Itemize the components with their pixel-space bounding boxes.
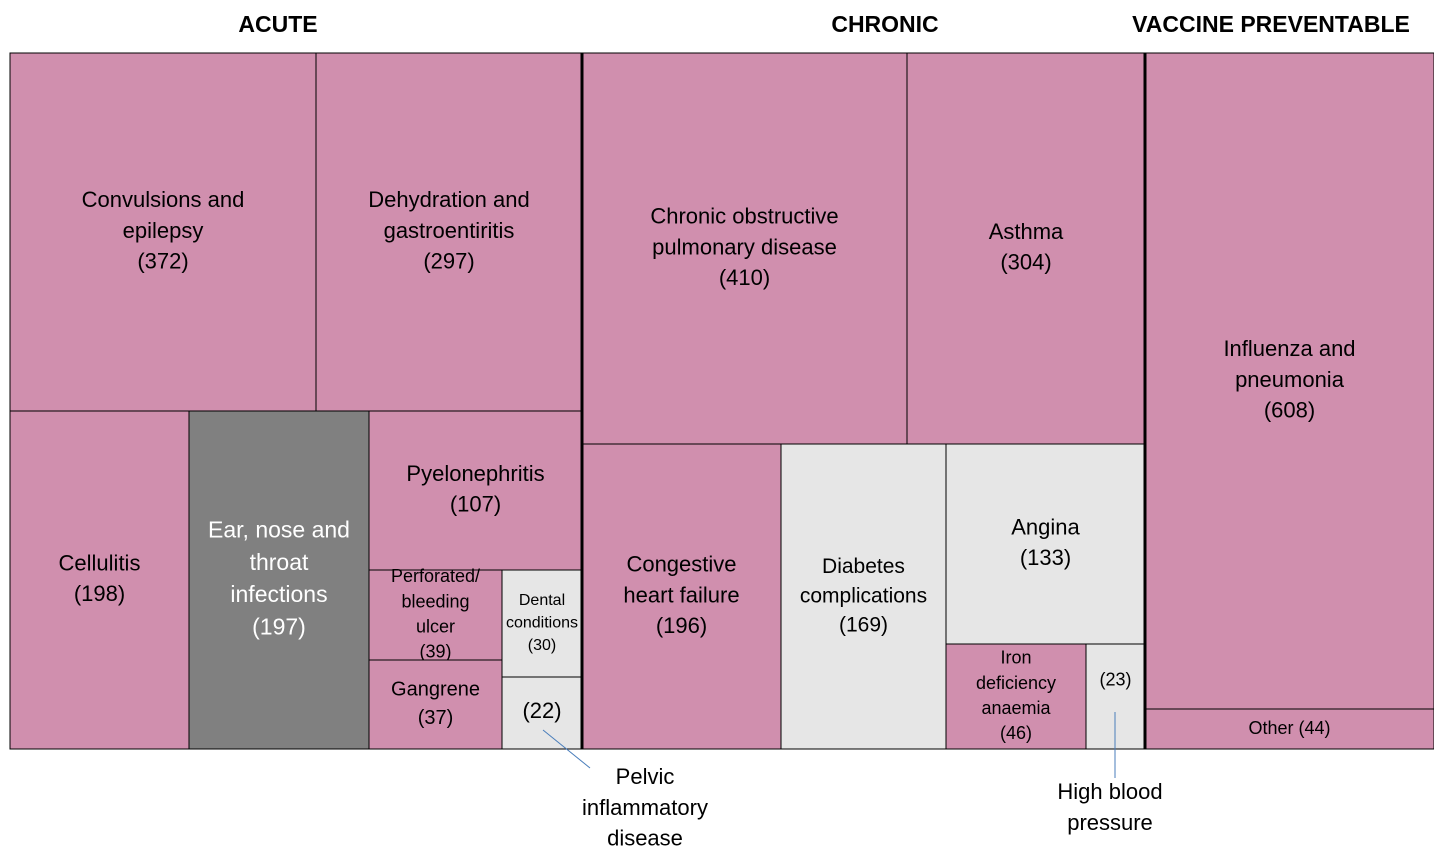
group-title: VACCINE PREVENTABLE <box>1132 11 1410 37</box>
tile-name: Cellulitis <box>59 550 141 575</box>
treemap-tile <box>581 52 908 445</box>
treemap-tile <box>945 643 1087 750</box>
group-title: CHRONIC <box>831 11 938 37</box>
callout-label: High blood pressure <box>1057 779 1162 835</box>
tile-name: Iron deficiency anaemia <box>976 647 1056 717</box>
group-title: ACUTE <box>238 11 317 37</box>
tile-value: (133) <box>1020 545 1071 570</box>
treemap-tile <box>1144 52 1434 710</box>
tile-name: Angina <box>1011 514 1080 539</box>
treemap-tile <box>501 676 583 750</box>
treemap-tile <box>188 410 370 750</box>
tile-value: (197) <box>252 613 306 639</box>
tile-label: Other (44) <box>1248 718 1330 738</box>
tile-name: Diabetes complications <box>800 555 927 607</box>
tile-value: (608) <box>1264 398 1315 423</box>
treemap-tile <box>581 443 782 750</box>
treemap-tile <box>501 569 583 678</box>
callout-label: Pelvic inflammatory disease <box>582 764 708 847</box>
tile-name: Gangrene <box>391 679 480 701</box>
treemap-tile <box>1144 708 1434 750</box>
tile-value: (39) <box>419 642 451 662</box>
tile-value: (297) <box>423 249 474 274</box>
tile-value: (107) <box>450 492 501 517</box>
treemap-tile <box>906 52 1146 445</box>
tile-value: (304) <box>1000 250 1051 275</box>
tile-name: Perforated/bleeding ulcer <box>391 566 480 636</box>
tile-name: Dental conditions <box>506 592 578 631</box>
treemap-tile <box>368 569 503 661</box>
treemap-tile <box>9 52 317 412</box>
tile-value: (30) <box>528 637 556 654</box>
tile-name: Asthma <box>989 219 1064 244</box>
tile-name: Convulsions and epilepsy <box>82 187 245 243</box>
treemap-tile <box>368 410 583 571</box>
tile-value: (169) <box>839 613 888 636</box>
treemap-tile <box>945 443 1146 645</box>
callout-line <box>542 729 591 769</box>
tile-name: Chronic obstructive pulmonary disease <box>650 204 838 260</box>
tile-value: (196) <box>656 613 707 638</box>
treemap-tile <box>9 410 190 750</box>
tile-value: (46) <box>1000 723 1032 743</box>
tile-name: Pyelonephritis <box>406 461 544 486</box>
tile-value: (44) <box>1299 718 1331 738</box>
tile-name: Dehydration and gastroentiritis <box>368 187 529 243</box>
treemap-tile <box>780 443 947 750</box>
tile-name: Congestive heart failure <box>623 552 739 608</box>
tile-name: Ear, nose and throat infections <box>208 517 350 607</box>
tile-name: Influenza and pneumonia <box>1223 336 1355 392</box>
tile-name: Other <box>1248 718 1293 738</box>
tile-value: (23) <box>1099 669 1131 689</box>
tile-value: (410) <box>719 265 770 290</box>
tile-value: (372) <box>137 249 188 274</box>
treemap-tile <box>368 659 503 750</box>
tile-value: (37) <box>418 707 454 729</box>
tile-value: (22) <box>522 698 561 723</box>
tile-value: (198) <box>74 581 125 606</box>
